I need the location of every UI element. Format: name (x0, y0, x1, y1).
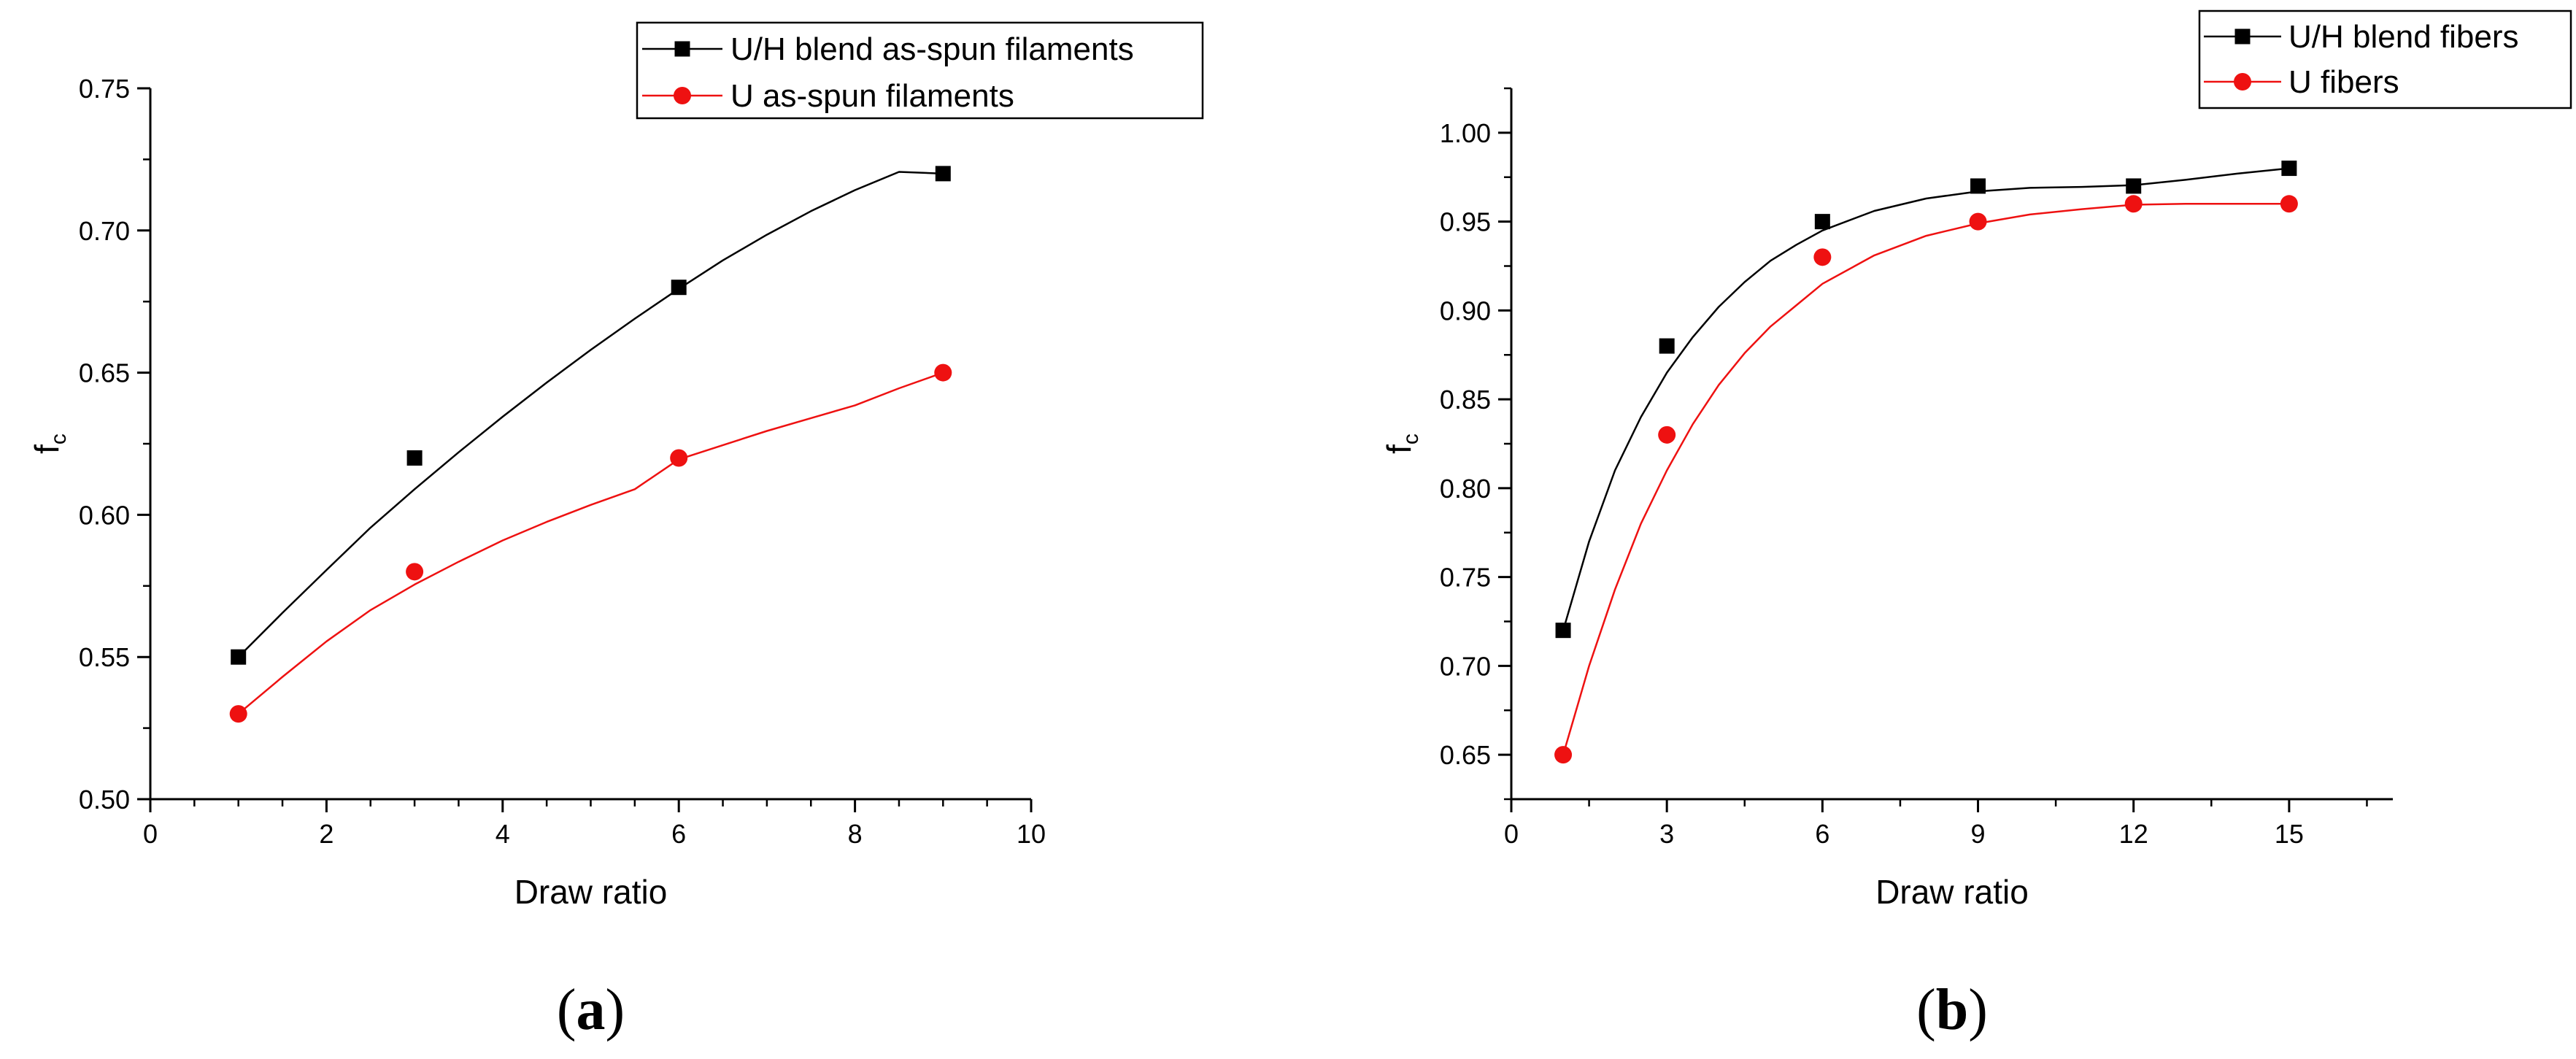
data-point-circle (229, 705, 247, 723)
data-point-circle (1813, 248, 1832, 266)
x-tick-label: 8 (848, 819, 863, 849)
x-tick-label: 3 (1659, 819, 1674, 849)
y-tick-label: 0.65 (79, 358, 130, 388)
x-axis-label: Draw ratio (1875, 873, 2029, 911)
chart-panel-a: 0 2 4 6 8 10 0.50 0.55 0.60 0.65 0.70 0.75 Draw rati… (28, 21, 1204, 1042)
x-tick-label: 9 (1971, 819, 1986, 849)
legend-marker-circle (674, 87, 691, 104)
y-tick-label: 0.60 (79, 500, 130, 530)
y-tick-label: 0.70 (1440, 651, 1491, 681)
x-tick-label: 12 (2119, 819, 2148, 849)
y-tick-label: 0.75 (1440, 563, 1491, 593)
chart-panel-b: 0 3 6 9 12 15 0.65 0.70 0.75 0.80 0.85 0.90 0.95 1.00… (1380, 9, 2572, 1042)
panel-label: (b) (1916, 978, 1988, 1042)
legend: U/H blend fibers U fibers (2198, 9, 2572, 109)
y-tick-label: 0.65 (1440, 740, 1491, 770)
data-point-circle (2280, 195, 2298, 213)
x-tick-label: 10 (1017, 819, 1046, 849)
data-point-square (1659, 338, 1675, 354)
legend: U/H blend as-spun filaments U as-spun fil… (636, 21, 1204, 120)
legend-marker-square (674, 41, 690, 57)
data-point-square (2126, 178, 2142, 194)
y-tick-label: 0.70 (79, 216, 130, 246)
data-point-square (1970, 178, 1986, 194)
y-tick-label: 0.85 (1440, 385, 1491, 415)
legend-box (636, 21, 1204, 120)
y-axis-label: fc (28, 434, 71, 454)
legend-label: U as-spun filaments (730, 78, 1014, 114)
data-point-circle (1658, 425, 1676, 444)
data-point-square (1555, 623, 1571, 639)
data-point-square (2281, 161, 2297, 177)
x-tick-label: 15 (2275, 819, 2304, 849)
legend-label: U/H blend fibers (2288, 19, 2518, 55)
data-point-circle (406, 563, 424, 581)
series-fit-line (1562, 167, 2290, 631)
x-tick-label: 6 (671, 819, 686, 849)
legend-marker-circle (2234, 73, 2251, 91)
data-point-square (671, 280, 687, 296)
x-tick-label: 6 (1815, 819, 1829, 849)
data-point-circle (2124, 195, 2143, 213)
data-point-circle (1554, 746, 1573, 764)
legend-marker-square (2234, 28, 2251, 45)
x-tick-label: 0 (1504, 819, 1519, 849)
series-fit-line (237, 171, 944, 658)
data-point-circle (934, 363, 952, 382)
x-axis-label: Draw ratio (514, 873, 668, 911)
data-point-square (406, 450, 423, 466)
legend-label: U/H blend as-spun filaments (730, 31, 1134, 67)
y-tick-label: 0.80 (1440, 474, 1491, 504)
data-point-square (231, 649, 247, 665)
legend-label: U fibers (2288, 64, 2399, 100)
series-fit-line (1562, 203, 2289, 755)
series-fit-line (237, 371, 944, 715)
x-tick-label: 2 (319, 819, 333, 849)
y-axis-label: fc (1380, 434, 1423, 454)
x-tick-label: 4 (495, 819, 510, 849)
y-tick-label: 0.50 (79, 785, 130, 815)
y-tick-label: 0.90 (1440, 296, 1491, 326)
y-tick-label: 1.00 (1440, 118, 1491, 148)
legend-box (2198, 9, 2572, 109)
y-tick-label: 0.95 (1440, 207, 1491, 237)
x-tick-label: 0 (143, 819, 158, 849)
y-tick-label: 0.55 (79, 642, 130, 672)
data-point-circle (670, 449, 688, 467)
data-point-square (935, 166, 951, 182)
data-point-square (1814, 214, 1830, 230)
panel-label: (a) (557, 978, 625, 1042)
y-tick-label: 0.75 (79, 74, 130, 104)
data-point-circle (1969, 212, 1987, 231)
